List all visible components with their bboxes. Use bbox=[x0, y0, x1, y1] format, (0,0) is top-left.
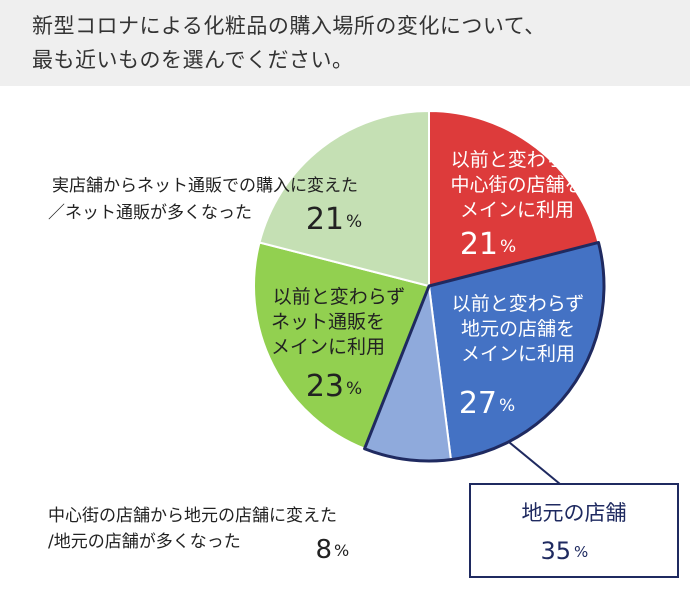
slice-label-group-3: 以前と変わらず ネット通販を メインに利用 23 % bbox=[271, 286, 405, 404]
pie-slice-3 bbox=[253, 241, 431, 451]
slice-label-group-1: 以前と変わらず 地元の店舗を メインに利用 27 % bbox=[452, 293, 585, 421]
slice-value-4: 21 bbox=[306, 202, 344, 237]
slice-label-1-line-2: メインに利用 bbox=[461, 343, 575, 365]
slice-label-4-line-1: ／ネット通販が多くなった bbox=[48, 203, 252, 223]
pie-slice-4 bbox=[258, 109, 430, 288]
slice-label-group-0: 以前と変わらず 中心街の店舗を メインに利用 21 % bbox=[450, 149, 583, 262]
callout-box: 地元の店舗 35 % bbox=[469, 483, 679, 578]
chart-title-line-2: 最も近いものを選んでください。 bbox=[32, 48, 354, 72]
slice-label-1-line-0: 以前と変わらず bbox=[452, 293, 585, 315]
slice-value-3: 23 bbox=[306, 369, 344, 404]
slice-label-2-line-1: /地元の店舗が多くなった bbox=[48, 532, 241, 552]
slice-label-2-line-0: 中心街の店舗から地元の店舗に変えた bbox=[48, 506, 337, 526]
slice-value-0: 21 bbox=[460, 227, 498, 262]
slice-percent-4: % bbox=[346, 212, 362, 232]
slice-label-3-line-2: メインに利用 bbox=[271, 336, 385, 358]
slice-label-group-2: 中心街の店舗から地元の店舗に変えた /地元の店舗が多くなった 8 % bbox=[48, 506, 349, 565]
slice-label-3-line-0: 以前と変わらず bbox=[273, 286, 406, 308]
slice-percent-0: % bbox=[500, 237, 516, 257]
slice-label-group-4: 実店舗からネット通販での購入に変えた ／ネット通販が多くなった 21 % bbox=[48, 176, 362, 237]
pie-slice-0 bbox=[428, 109, 600, 288]
slice-label-0-line-0: 以前と変わらず bbox=[451, 149, 584, 171]
slice-value-2: 8 bbox=[315, 535, 332, 565]
callout-leader-line bbox=[508, 441, 561, 485]
slice-label-0-line-2: メインに利用 bbox=[460, 199, 574, 221]
chart-title-line-1: 新型コロナによる化粧品の購入場所の変化について、 bbox=[32, 14, 546, 38]
local-store-outline bbox=[363, 240, 606, 463]
slice-value-1: 27 bbox=[459, 386, 497, 421]
slice-label-4-line-0: 実店舗からネット通販での購入に変えた bbox=[52, 176, 358, 196]
title-banner: 新型コロナによる化粧品の購入場所の変化について、 最も近いものを選んでください。 bbox=[0, 0, 690, 86]
slice-percent-3: % bbox=[346, 379, 362, 399]
callout-label: 地元の店舗 bbox=[522, 501, 627, 525]
slice-percent-2: % bbox=[334, 541, 349, 560]
slice-label-3-line-1: ネット通販を bbox=[271, 311, 385, 333]
slice-label-0-line-1: 中心街の店舗を bbox=[450, 174, 583, 196]
callout-value: 35 bbox=[540, 537, 571, 565]
slice-percent-1: % bbox=[499, 396, 515, 416]
callout-frame bbox=[469, 483, 679, 578]
callout-percent: % bbox=[574, 543, 588, 561]
slice-label-1-line-1: 地元の店舗を bbox=[461, 318, 575, 340]
